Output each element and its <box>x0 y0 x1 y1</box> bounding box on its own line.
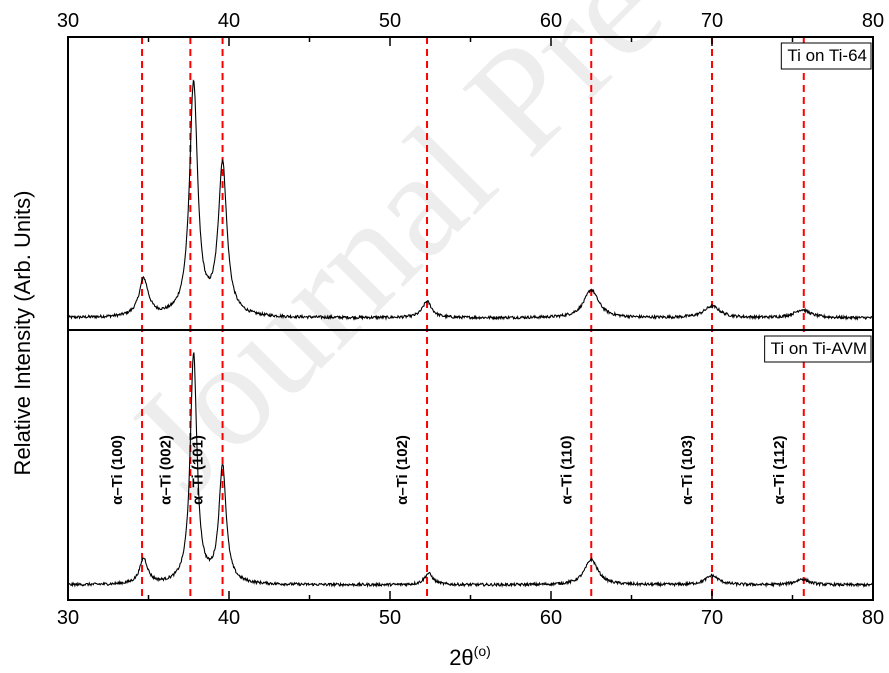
top-tick-label-70: 70 <box>701 10 723 32</box>
y-axis-title: Relative Intensity (Arb. Units) <box>10 191 35 476</box>
panel-label-box-1 <box>780 42 872 70</box>
bottom-tick-label-60: 60 <box>540 607 562 629</box>
panel-label-text-1: Ti on Ti-64 <box>787 46 867 65</box>
top-tick-label-60: 60 <box>540 10 562 32</box>
reference-lines <box>141 37 805 600</box>
peak-label-5: α–Ti (103) <box>679 435 696 505</box>
labels: Ti on Ti-64 Ti on Ti-AVM α–Ti (100) α–Ti (0… <box>109 42 872 505</box>
bottom-tick-label-40: 40 <box>218 607 240 629</box>
x-axis-title-main: 2θ <box>449 645 473 670</box>
bottom-tick-label-70: 70 <box>701 607 723 629</box>
spectrum-line-2 <box>67 352 874 588</box>
panel-label-box-2 <box>764 335 872 363</box>
peak-label-1: α–Ti (002) <box>157 435 174 505</box>
peak-label-3: α–Ti (102) <box>394 435 411 505</box>
top-tick-label-50: 50 <box>379 10 401 32</box>
peak-label-4: α–Ti (110) <box>558 436 575 505</box>
panel-label-2: Ti on Ti-AVM <box>764 335 872 363</box>
panel-label-1: Ti on Ti-64 <box>780 42 872 70</box>
top-tick-label-40: 40 <box>218 10 240 32</box>
panel-label-text-2: Ti on Ti-AVM <box>771 339 867 358</box>
top-tick-label-30: 30 <box>57 10 79 32</box>
bottom-tick-label-50: 50 <box>379 607 401 629</box>
x-axis-title: 2θ(o) <box>449 643 491 670</box>
peak-label-2: α–Ti (101) <box>190 435 207 505</box>
peak-label-6: α–Ti (112) <box>771 436 788 505</box>
top-tick-label-80: 80 <box>862 10 884 32</box>
spectra <box>67 79 874 588</box>
bottom-tick-label-80: 80 <box>862 607 884 629</box>
spectrum-line-1 <box>67 79 874 321</box>
x-axis-title-sup: (o) <box>474 643 491 659</box>
axes: 30 30 40 40 50 50 60 60 70 70 80 80 <box>57 10 884 629</box>
bottom-tick-label-30: 30 <box>57 607 79 629</box>
peak-label-0: α–Ti (100) <box>109 435 126 505</box>
